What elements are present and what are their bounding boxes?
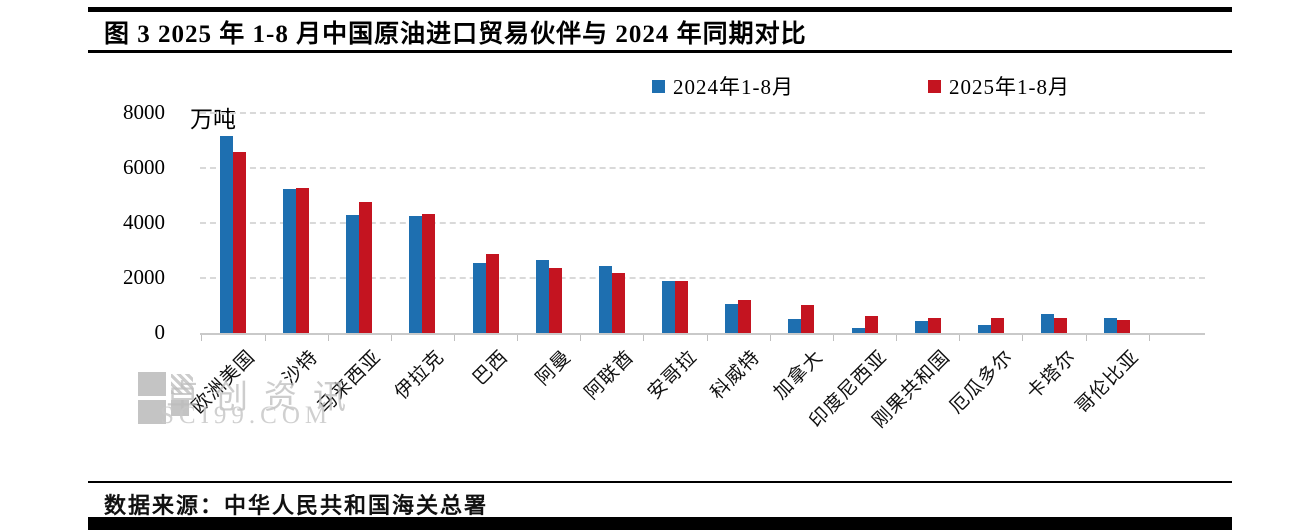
y-tick-label-4000: 4000 xyxy=(123,210,165,234)
source-divider-rule xyxy=(88,481,1232,483)
gridline-4000 xyxy=(200,222,1205,224)
x-axis-tick xyxy=(580,335,582,341)
x-axis-tick xyxy=(1022,335,1024,341)
legend-item-2025: 2025年1-8月 xyxy=(928,74,1070,99)
x-axis-tick xyxy=(201,335,203,341)
bar-2024年1-8月-卡塔尔 xyxy=(1040,314,1054,333)
x-axis-tick xyxy=(706,335,708,341)
bar-2025年1-8月-安哥拉 xyxy=(675,281,689,333)
gridline-8000 xyxy=(200,112,1205,114)
bar-2024年1-8月-欧洲美国 xyxy=(220,136,233,333)
bar-2025年1-8月-卡塔尔 xyxy=(1053,318,1067,333)
bar-2024年1-8月-巴西 xyxy=(472,263,486,333)
bar-2025年1-8月-印度尼西亚 xyxy=(864,316,878,333)
data-source-text: 数据来源：中华人民共和国海关总署 xyxy=(104,493,489,518)
gridline-6000 xyxy=(200,167,1205,169)
x-axis-tick xyxy=(454,335,456,341)
y-tick-label-8000: 8000 xyxy=(123,100,165,124)
legend-label-2025: 2025年1-8月 xyxy=(949,75,1070,99)
x-axis-tick xyxy=(390,335,392,341)
bar-2024年1-8月-刚果共和国 xyxy=(914,321,928,333)
x-axis-tick xyxy=(643,335,645,341)
bar-2024年1-8月-安哥拉 xyxy=(662,281,676,333)
bar-2025年1-8月-伊拉克 xyxy=(422,214,436,333)
x-axis-tick xyxy=(1148,335,1150,341)
bar-2025年1-8月-沙特 xyxy=(296,188,310,333)
bar-2024年1-8月-沙特 xyxy=(283,189,297,333)
legend-item-2024: 2024年1-8月 xyxy=(652,74,794,99)
top-border-rule xyxy=(88,7,1232,12)
bar-2025年1-8月-阿联酋 xyxy=(611,273,625,333)
bar-2024年1-8月-哥伦比亚 xyxy=(1104,318,1118,333)
y-tick-label-2000: 2000 xyxy=(123,265,165,289)
y-tick-label-0: 0 xyxy=(154,320,166,344)
bar-2024年1-8月-马来西亚 xyxy=(346,215,360,333)
x-axis-tick xyxy=(896,335,898,341)
x-axis-tick xyxy=(327,335,329,341)
figure-title: 图 3 2025 年 1-8 月中国原油进口贸易伙伴与 2024 年同期对比 xyxy=(104,21,807,48)
x-axis-tick xyxy=(517,335,519,341)
bar-2024年1-8月-伊拉克 xyxy=(409,216,423,333)
gridline-2000 xyxy=(200,277,1205,279)
legend-swatch-blue xyxy=(652,79,665,93)
bar-2024年1-8月-印度尼西亚 xyxy=(851,328,865,333)
legend-label-2024: 2024年1-8月 xyxy=(673,75,794,99)
bar-2025年1-8月-刚果共和国 xyxy=(927,318,941,333)
y-axis-unit-label: 万吨 xyxy=(190,107,236,132)
bottom-border-rule xyxy=(88,517,1232,530)
bar-2025年1-8月-加拿大 xyxy=(801,305,815,333)
bar-2024年1-8月-阿曼 xyxy=(535,260,549,333)
x-axis-tick xyxy=(264,335,266,341)
x-axis-tick xyxy=(1085,335,1087,341)
x-axis-line xyxy=(200,333,1205,335)
bar-2025年1-8月-阿曼 xyxy=(548,268,562,333)
bar-2024年1-8月-阿联酋 xyxy=(598,266,612,333)
bar-2024年1-8月-加拿大 xyxy=(788,319,802,333)
bar-2025年1-8月-厄瓜多尔 xyxy=(990,318,1004,333)
bar-2024年1-8月-科威特 xyxy=(725,304,739,333)
bar-2025年1-8月-欧洲美国 xyxy=(233,152,246,333)
bar-2025年1-8月-马来西亚 xyxy=(359,202,373,333)
bar-2025年1-8月-巴西 xyxy=(485,254,499,333)
title-divider-rule xyxy=(88,50,1232,53)
x-axis-tick xyxy=(769,335,771,341)
bar-2025年1-8月-哥伦比亚 xyxy=(1117,320,1131,333)
legend-swatch-red xyxy=(928,79,941,93)
bar-2025年1-8月-科威特 xyxy=(738,300,752,333)
x-axis-tick xyxy=(959,335,961,341)
x-axis-tick xyxy=(832,335,834,341)
bar-2024年1-8月-厄瓜多尔 xyxy=(977,325,991,333)
y-tick-label-6000: 6000 xyxy=(123,155,165,179)
